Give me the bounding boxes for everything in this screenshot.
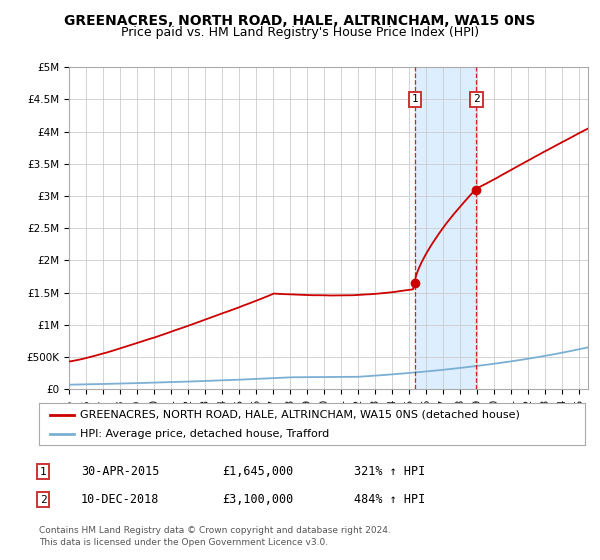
Text: 10-DEC-2018: 10-DEC-2018 — [81, 493, 160, 506]
Text: 2: 2 — [473, 95, 480, 104]
Text: 321% ↑ HPI: 321% ↑ HPI — [354, 465, 425, 478]
Text: 1: 1 — [412, 95, 418, 104]
Text: GREENACRES, NORTH ROAD, HALE, ALTRINCHAM, WA15 0NS (detached house): GREENACRES, NORTH ROAD, HALE, ALTRINCHAM… — [80, 409, 520, 419]
Text: 30-APR-2015: 30-APR-2015 — [81, 465, 160, 478]
Text: 1: 1 — [40, 466, 47, 477]
Text: Price paid vs. HM Land Registry's House Price Index (HPI): Price paid vs. HM Land Registry's House … — [121, 26, 479, 39]
Text: 2: 2 — [40, 494, 47, 505]
Text: HPI: Average price, detached house, Trafford: HPI: Average price, detached house, Traf… — [80, 429, 329, 439]
Text: 484% ↑ HPI: 484% ↑ HPI — [354, 493, 425, 506]
Text: £1,645,000: £1,645,000 — [222, 465, 293, 478]
Text: GREENACRES, NORTH ROAD, HALE, ALTRINCHAM, WA15 0NS: GREENACRES, NORTH ROAD, HALE, ALTRINCHAM… — [64, 14, 536, 28]
Text: £3,100,000: £3,100,000 — [222, 493, 293, 506]
Text: Contains HM Land Registry data © Crown copyright and database right 2024.
This d: Contains HM Land Registry data © Crown c… — [39, 526, 391, 547]
Bar — [415, 67, 476, 389]
